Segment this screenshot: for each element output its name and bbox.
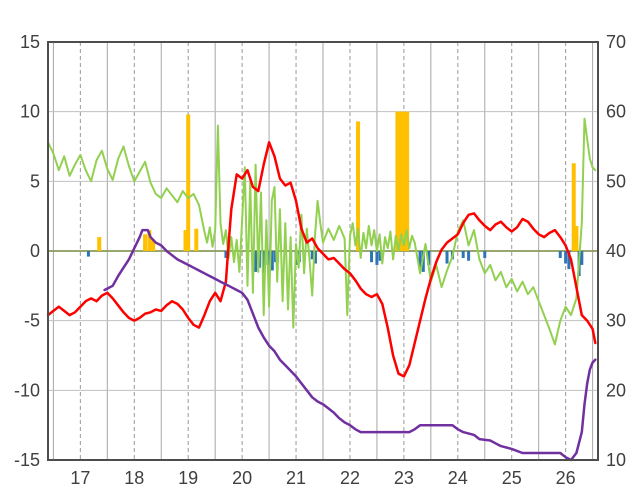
svg-text:50: 50 bbox=[606, 171, 626, 191]
svg-text:23: 23 bbox=[394, 468, 414, 488]
svg-text:24: 24 bbox=[448, 468, 468, 488]
svg-text:5: 5 bbox=[30, 171, 40, 191]
svg-text:-10: -10 bbox=[14, 380, 40, 400]
svg-text:40: 40 bbox=[606, 241, 626, 261]
svg-text:26: 26 bbox=[556, 468, 576, 488]
svg-text:-5: -5 bbox=[24, 311, 40, 331]
svg-text:22: 22 bbox=[340, 468, 360, 488]
svg-text:17: 17 bbox=[70, 468, 90, 488]
svg-text:30: 30 bbox=[606, 311, 626, 331]
svg-text:-15: -15 bbox=[14, 450, 40, 470]
svg-text:0: 0 bbox=[30, 241, 40, 261]
svg-text:19: 19 bbox=[178, 468, 198, 488]
svg-text:20: 20 bbox=[606, 380, 626, 400]
svg-text:15: 15 bbox=[20, 32, 40, 52]
svg-text:21: 21 bbox=[286, 468, 306, 488]
svg-text:10: 10 bbox=[606, 450, 626, 470]
svg-text:60: 60 bbox=[606, 102, 626, 122]
svg-text:18: 18 bbox=[124, 468, 144, 488]
svg-text:70: 70 bbox=[606, 32, 626, 52]
svg-text:20: 20 bbox=[232, 468, 252, 488]
svg-text:10: 10 bbox=[20, 102, 40, 122]
svg-text:25: 25 bbox=[502, 468, 522, 488]
